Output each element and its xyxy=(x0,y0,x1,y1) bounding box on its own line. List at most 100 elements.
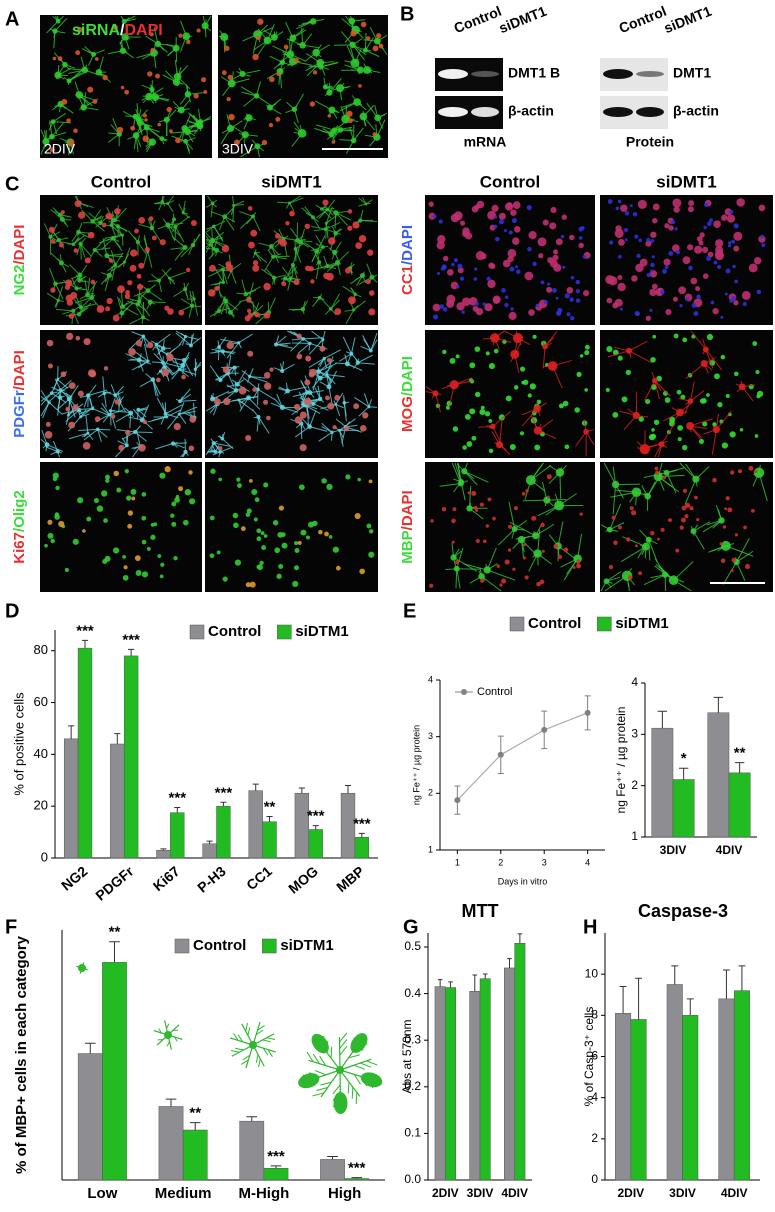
cell xyxy=(353,292,357,297)
cell xyxy=(702,273,709,279)
cell xyxy=(66,299,74,306)
cell-process xyxy=(193,402,195,418)
branch xyxy=(231,1044,254,1057)
branch xyxy=(353,1074,361,1085)
cell-process xyxy=(324,349,342,359)
cell xyxy=(584,344,590,350)
cell xyxy=(209,264,216,272)
cell xyxy=(515,269,521,274)
cell xyxy=(350,30,357,37)
cell xyxy=(575,289,580,294)
cell-process xyxy=(92,209,102,222)
cell xyxy=(55,485,60,491)
micrograph xyxy=(600,330,773,458)
cell xyxy=(74,286,79,291)
bar xyxy=(77,647,93,859)
cell xyxy=(288,276,293,281)
cell-process xyxy=(162,362,172,372)
cell xyxy=(47,400,51,405)
cell xyxy=(210,201,215,206)
cell xyxy=(507,248,517,258)
cell xyxy=(185,267,191,273)
cell xyxy=(506,202,513,208)
cell xyxy=(115,224,120,229)
cell xyxy=(668,518,672,523)
cell-process xyxy=(264,256,274,272)
cell-process xyxy=(460,481,466,501)
cell xyxy=(439,304,445,309)
cell-process xyxy=(294,93,305,110)
cell-process xyxy=(557,521,564,547)
cell xyxy=(142,113,147,118)
cell xyxy=(321,338,325,342)
band xyxy=(471,107,499,117)
cell xyxy=(293,403,301,411)
cell xyxy=(227,79,236,88)
cell xyxy=(50,538,55,544)
cell xyxy=(290,262,296,268)
cell xyxy=(501,288,506,293)
cell-process xyxy=(325,228,341,235)
cell-process xyxy=(313,403,329,411)
cell xyxy=(373,37,381,45)
branch xyxy=(166,1023,170,1029)
cell xyxy=(343,425,350,432)
branch xyxy=(330,1046,333,1059)
cell xyxy=(739,427,744,432)
cell xyxy=(368,348,373,353)
branch xyxy=(241,1059,249,1065)
cell xyxy=(294,548,300,553)
cell xyxy=(256,536,262,542)
branch xyxy=(262,1039,271,1043)
cell xyxy=(141,334,146,338)
cell-process xyxy=(73,235,86,245)
cell-process xyxy=(335,418,347,428)
error-bar xyxy=(678,767,689,780)
cell xyxy=(537,237,547,247)
cell xyxy=(322,84,328,90)
y-tick-label: 1 xyxy=(428,844,433,854)
cell xyxy=(750,508,755,513)
micrograph xyxy=(40,330,202,458)
cell-process xyxy=(179,393,192,402)
cell-process xyxy=(158,351,166,368)
point xyxy=(454,797,461,804)
cell xyxy=(164,466,171,473)
cell-process xyxy=(339,418,356,431)
cell xyxy=(227,74,233,81)
cell-process xyxy=(114,207,127,221)
cell xyxy=(304,223,311,230)
bar xyxy=(733,990,750,1181)
error-bar xyxy=(738,965,746,991)
cell xyxy=(263,372,271,379)
cell xyxy=(109,223,114,227)
x-axis-label: Days in vitro xyxy=(498,876,548,886)
row-label-part: /DAPI xyxy=(11,350,28,390)
cell-process xyxy=(345,309,355,325)
cell xyxy=(312,520,318,527)
cell xyxy=(57,56,63,62)
cell xyxy=(180,362,186,368)
cell xyxy=(256,35,261,40)
error-bar xyxy=(84,1042,96,1054)
cell-process xyxy=(242,377,259,390)
cell xyxy=(487,497,492,502)
cell xyxy=(358,218,363,223)
cell xyxy=(323,272,330,280)
cell xyxy=(634,234,639,239)
error-bar xyxy=(189,1122,201,1130)
cell-process xyxy=(161,269,170,279)
cell-process xyxy=(166,409,181,418)
cell xyxy=(74,200,82,208)
cell-process xyxy=(290,227,301,243)
cell xyxy=(132,113,138,120)
cell xyxy=(223,397,231,406)
cell-process xyxy=(169,271,187,279)
cell xyxy=(244,315,251,322)
cell xyxy=(564,444,570,450)
cell xyxy=(116,487,122,493)
cell xyxy=(163,411,168,416)
cell-process xyxy=(312,371,320,391)
cell xyxy=(173,422,181,431)
cell-process xyxy=(287,386,308,392)
